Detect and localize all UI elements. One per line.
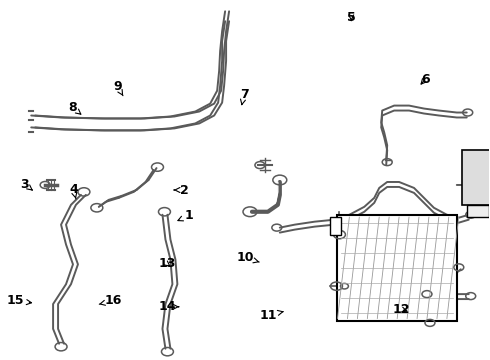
Text: 11: 11 (260, 309, 283, 321)
Text: 4: 4 (69, 183, 78, 199)
Text: 3: 3 (21, 178, 32, 191)
Text: 6: 6 (421, 73, 430, 86)
Text: 10: 10 (236, 251, 259, 264)
Text: 13: 13 (158, 257, 176, 270)
Text: 7: 7 (240, 89, 248, 105)
Text: 2: 2 (174, 184, 189, 197)
Text: 8: 8 (69, 102, 81, 114)
Text: 1: 1 (178, 209, 194, 222)
Bar (467, 205, 489, 217)
Text: 12: 12 (392, 303, 410, 316)
Text: 9: 9 (113, 80, 123, 96)
Text: 14: 14 (158, 300, 179, 313)
Bar (462, 150, 490, 205)
Bar (329, 217, 342, 235)
Text: 15: 15 (6, 294, 31, 307)
Text: 16: 16 (99, 294, 122, 307)
Bar (338, 215, 457, 321)
Text: 5: 5 (347, 11, 356, 24)
